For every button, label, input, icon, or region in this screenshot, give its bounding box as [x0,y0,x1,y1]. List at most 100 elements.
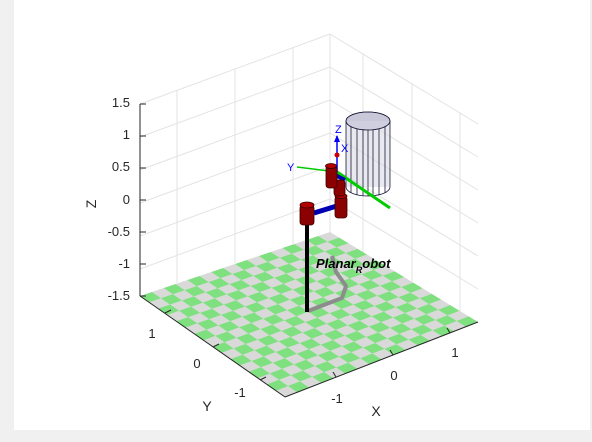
floor-tile [226,290,248,301]
floor-tile [163,284,185,295]
floor-tile [242,312,264,323]
floor-tile [229,280,251,291]
floor-tile [329,308,351,320]
floor-tile [326,319,348,330]
floor-tile [371,311,393,323]
floor-tile [340,268,362,279]
z-tick-label: -0.5 [108,224,130,239]
floor-tile [140,292,161,303]
floor-tile [364,260,386,270]
floor-tile [411,324,433,335]
floor-tile [277,263,299,274]
floor-tile [223,300,245,311]
floor-tile [256,261,278,272]
floor-tile [215,331,237,343]
floor-tile [347,320,369,332]
floor-tile [158,304,180,315]
floor-tile [414,314,436,325]
floor-tile [253,271,275,282]
floor-tile [305,317,327,329]
robot-joints [299,163,348,226]
floor-tile [205,288,227,299]
floor-tile [278,337,300,348]
floor-tile [419,293,441,304]
floor-tile [317,350,340,362]
floor-tile [374,301,396,312]
x-tick-label: -1 [331,391,343,406]
floor-tile [236,333,258,344]
floor-tile [218,321,240,332]
floor-tile [176,317,198,328]
frame-y-label: Y [287,162,295,174]
floor-tile [200,308,222,320]
floor-tile [282,244,304,254]
floor-tile [247,292,269,303]
floor-tile [221,310,243,322]
frame-x-axis [336,170,391,210]
floor-tile [263,314,285,325]
floor-tile [316,277,338,287]
y-tick-label: 1 [148,326,155,341]
floor-tile [401,282,423,293]
z-axis-ticks [140,103,146,297]
x-tick-label: 1 [451,345,458,360]
floor-tile [197,319,219,330]
floor-tile [235,260,256,270]
z-axis-label: Z [83,199,99,208]
z-tick-label: 1.5 [112,95,130,110]
floor-tile [435,315,457,326]
floor-tile [211,268,233,279]
robot-name-tail: obot [362,256,391,271]
floor-tile [350,310,372,321]
floor-tile [361,270,383,280]
floor-tile [257,335,279,346]
floor-tile [368,322,391,333]
target-cylinder [345,111,391,197]
floor-tile [272,358,294,369]
frame-z-label: Z [335,124,342,136]
z-tick-label: 0.5 [112,159,130,174]
floor-tile [387,333,409,345]
floor-tile [187,276,209,287]
floor-tile [239,323,261,334]
z-tick-label: -1 [118,256,130,271]
floor-tile [250,281,272,292]
z-tick-label: -1.5 [108,288,130,303]
floor-tile [324,247,346,258]
floor-tile [306,236,328,246]
floor-tile [398,292,420,303]
floor-tile [342,341,364,353]
y-axis-ticks [164,309,267,381]
floor-tile [438,305,460,316]
z-tick-label: 0 [123,192,130,207]
y-tick-label: -1 [234,385,246,400]
floor-tile [456,316,478,327]
floor-tile [417,304,439,315]
floor-tile [356,290,378,301]
floor-tile [179,306,201,318]
floor-tile [275,347,297,359]
floor-tile [271,283,293,294]
floor-tile [258,252,280,262]
floor-tile [302,328,324,339]
floor-tile [245,302,266,313]
floor-tile [366,332,388,343]
floor-tile [254,345,276,357]
z-tick-label: 1 [123,127,130,142]
floor-tile [299,338,321,350]
floor-tile [320,340,342,351]
floor-tile [392,313,415,324]
floor-tile [293,359,315,371]
floor-tile [345,248,367,259]
floor-tile [339,352,361,363]
floor-tile [251,356,273,368]
floor-tile [343,258,365,269]
floor-tile [287,305,309,317]
floor-tile [315,361,337,373]
floor-tile [432,325,454,337]
floor-tile [291,370,313,382]
floor-tile [279,253,301,264]
robot-name-label: PlanarRobot [316,256,391,275]
floor-tile [390,323,412,334]
